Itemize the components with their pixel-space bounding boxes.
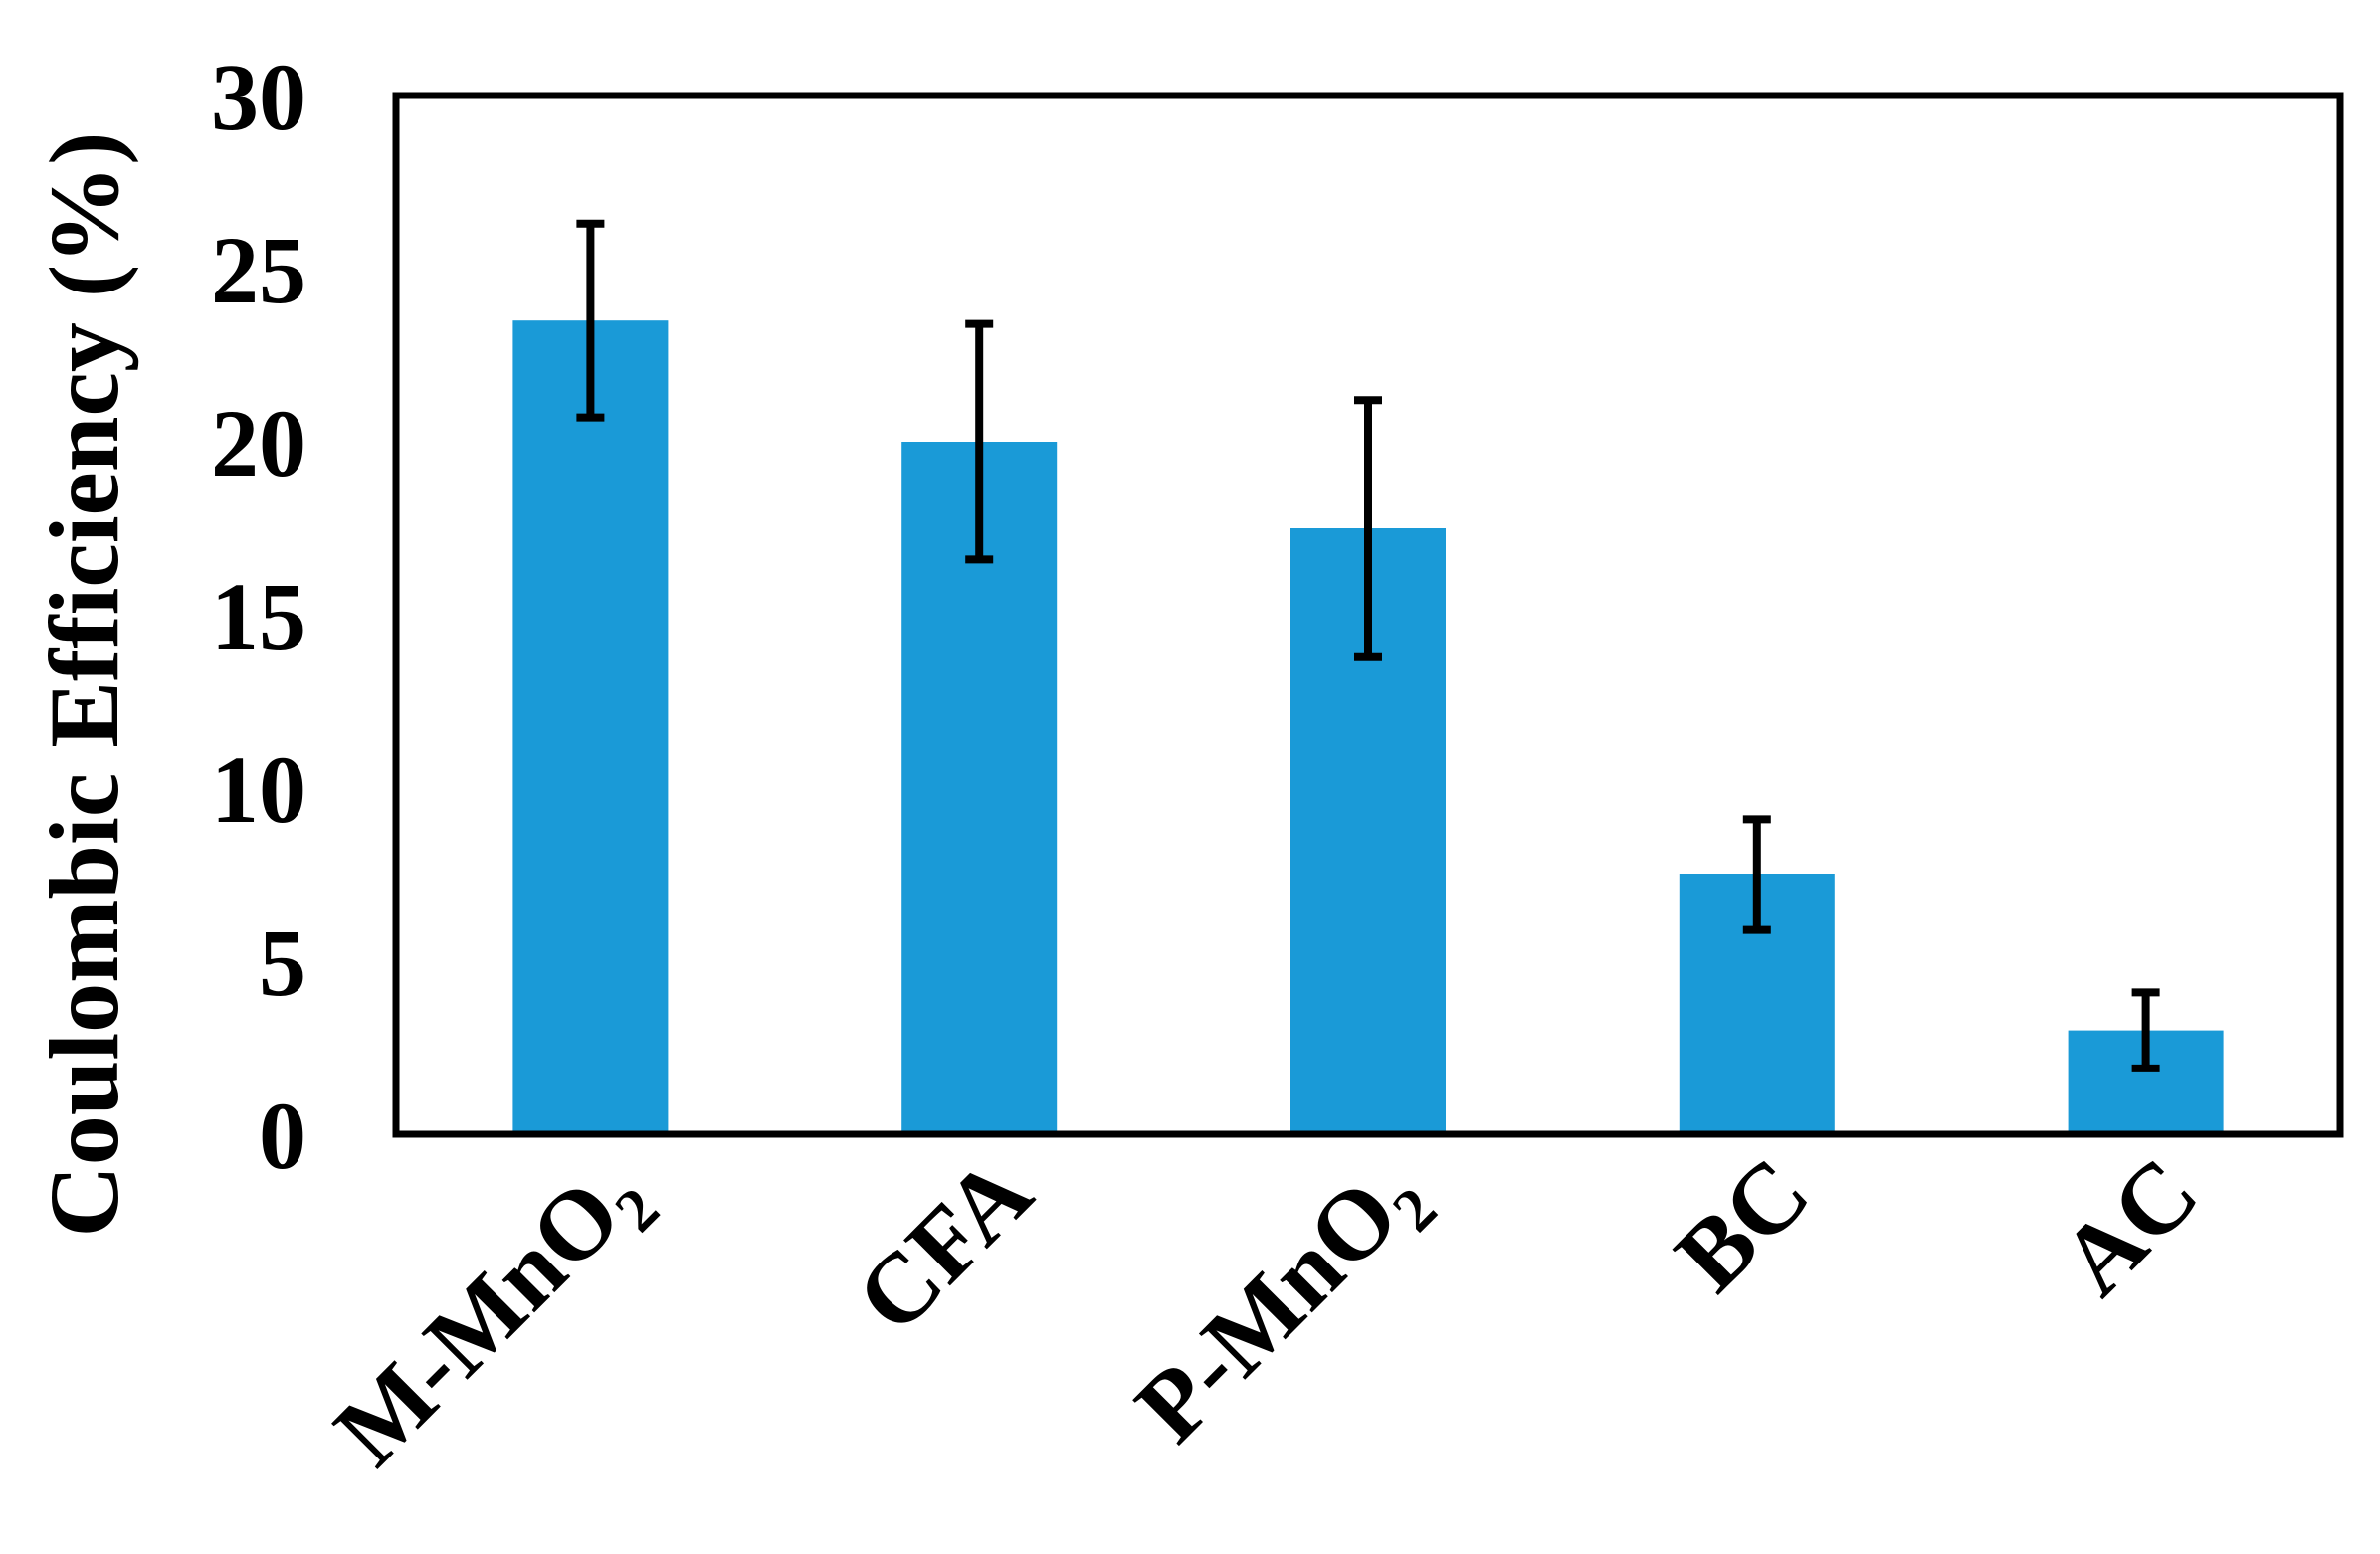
bar-0 bbox=[512, 320, 669, 1134]
x-tick-label-4: AC bbox=[2040, 1136, 2220, 1316]
x-tick-label-1: CFA bbox=[835, 1136, 1053, 1354]
y-tick-labels: 0 5 10 15 20 25 30 bbox=[211, 44, 306, 1189]
error-bars-layer bbox=[576, 219, 2160, 1072]
plot-frame bbox=[392, 92, 2344, 1138]
error-bar-1 bbox=[965, 319, 994, 564]
y-tick-label-5: 25 bbox=[211, 217, 306, 323]
error-bar-2 bbox=[1354, 396, 1382, 661]
x-tick-label-0: M-MnO2 bbox=[313, 1136, 672, 1494]
y-tick-label-2: 10 bbox=[211, 736, 306, 843]
error-bar-4 bbox=[2131, 988, 2160, 1072]
y-tick-label-0: 0 bbox=[259, 1082, 306, 1189]
y-tick-label-3: 15 bbox=[211, 563, 306, 670]
y-axis-title: Coulombic Efficiency (%) bbox=[29, 132, 139, 1238]
y-tick-label-6: 30 bbox=[211, 44, 306, 150]
error-bar-3 bbox=[1742, 815, 1771, 934]
x-tick-label-3: BC bbox=[1655, 1136, 1831, 1312]
x-tick-label-2: P-MnO2 bbox=[1114, 1136, 1450, 1471]
y-tick-label-1: 5 bbox=[259, 909, 306, 1016]
error-bar-0 bbox=[576, 219, 605, 422]
y-tick-label-4: 20 bbox=[211, 390, 306, 496]
x-category-labels: M-MnO2 CFA P-MnO2 BC AC bbox=[313, 1136, 2220, 1494]
